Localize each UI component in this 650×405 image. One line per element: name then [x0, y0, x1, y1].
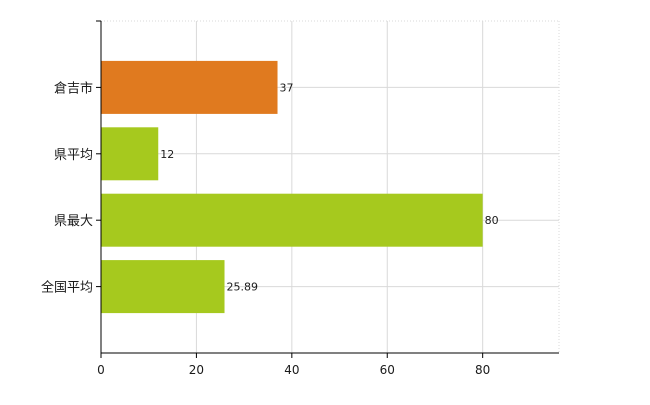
x-tick-label-2: 40 — [284, 363, 299, 377]
x-tick-label-0: 0 — [97, 363, 105, 377]
category-label-0: 倉吉市 — [54, 80, 93, 96]
bar-1 — [101, 127, 159, 181]
x-tick-label-1: 20 — [189, 363, 204, 377]
data-label-3: 25.89 — [227, 281, 259, 294]
x-tick-label-3: 60 — [380, 363, 395, 377]
category-label-3: 全国平均 — [41, 280, 93, 296]
data-label-0: 37 — [280, 81, 294, 94]
data-label-2: 80 — [485, 214, 499, 227]
bar-2 — [101, 193, 483, 247]
category-label-2: 県最大 — [54, 214, 93, 229]
category-label-1: 県平均 — [54, 148, 93, 163]
x-tick-label-4: 80 — [475, 363, 490, 377]
data-label-1: 12 — [160, 148, 174, 161]
bar-3 — [101, 260, 225, 314]
bar-0 — [101, 60, 278, 114]
